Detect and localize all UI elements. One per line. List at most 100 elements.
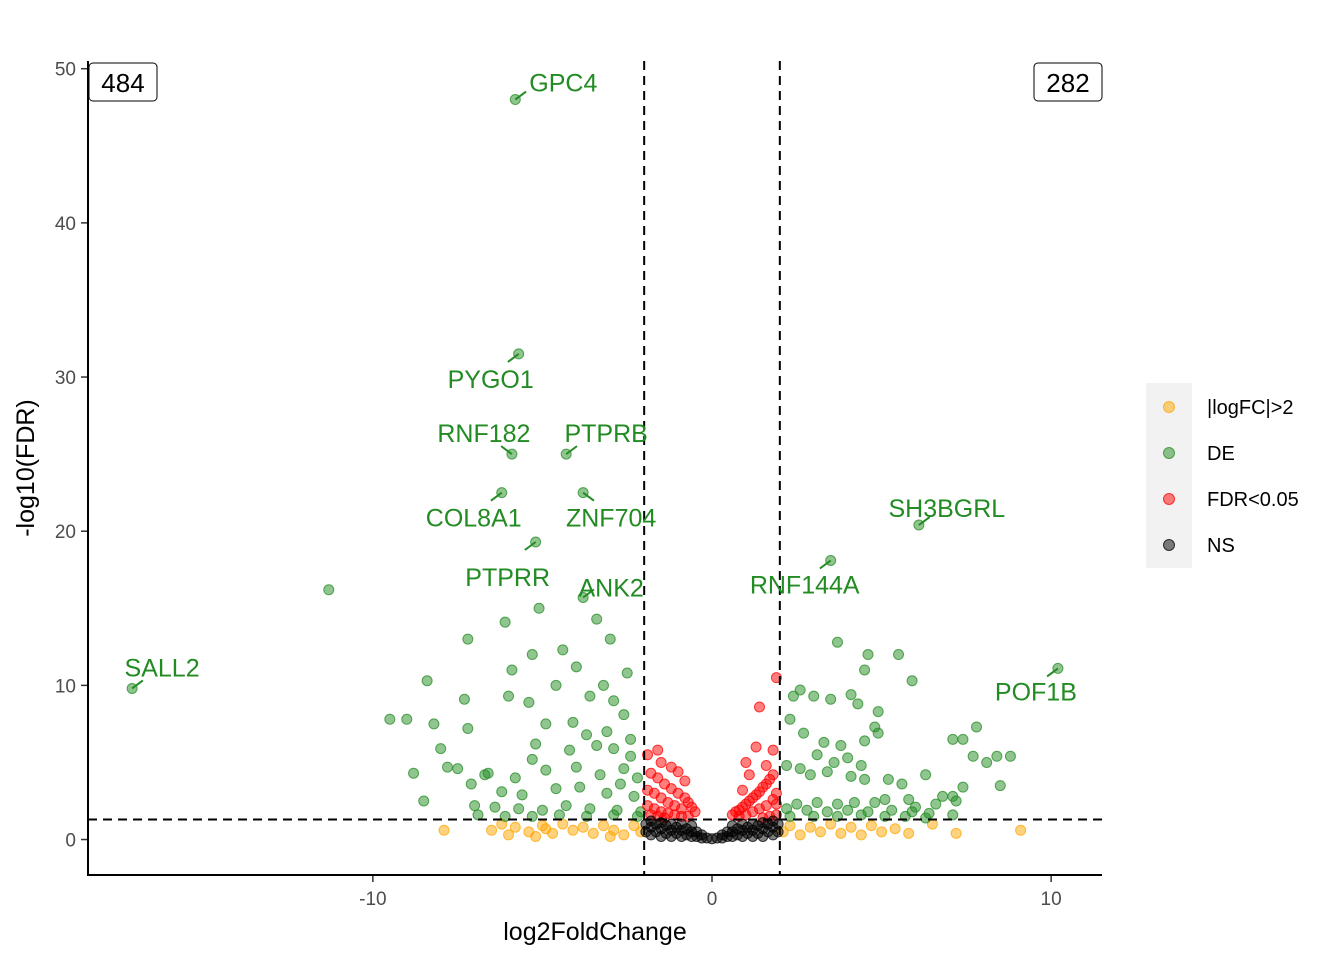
data-point [906, 675, 918, 687]
data-point [862, 649, 874, 661]
data-point [516, 789, 528, 801]
data-point [652, 744, 664, 756]
x-axis-ticks: -10 0 10 [359, 876, 1062, 910]
threshold-lines [88, 61, 1102, 875]
legend-key [1163, 401, 1175, 413]
data-point [486, 824, 498, 836]
data-point [825, 693, 837, 705]
data-point [882, 773, 894, 785]
data-point [879, 793, 891, 805]
x-tick-label: -10 [359, 889, 386, 910]
data-point [781, 760, 793, 772]
gene-label: POF1B [995, 678, 1077, 706]
data-point [587, 827, 599, 839]
data-point [591, 740, 603, 751]
data-point [323, 584, 335, 596]
gene-labels-layer: GPC4 PYGO1 RNF182 PTPRB COL8A1 ZNF704 PTPRR ANK… [125, 70, 1077, 707]
data-point [764, 773, 776, 785]
data-point [845, 689, 857, 701]
data-point [509, 821, 521, 833]
data-point [513, 803, 525, 815]
data-point [540, 823, 552, 835]
data-point [865, 820, 877, 832]
data-point [530, 738, 542, 750]
count-up-box: 282 [1033, 62, 1103, 102]
data-point [981, 756, 993, 768]
data-point [903, 793, 915, 805]
x-tick-label: 0 [707, 889, 718, 910]
legend-label: |logFC|>2 [1207, 397, 1294, 419]
data-points-layer [126, 94, 1064, 845]
data-point [441, 761, 453, 773]
data-point [614, 778, 626, 790]
data-point [401, 713, 413, 725]
data-point [845, 821, 857, 833]
data-point [503, 829, 515, 841]
data-point [523, 696, 535, 708]
data-point [994, 780, 1006, 792]
gene-label-connector [514, 90, 527, 101]
data-point [801, 804, 813, 816]
gene-label: SH3BGRL [889, 495, 1006, 523]
data-point [821, 806, 833, 818]
x-axis-title: log2FoldChange [503, 918, 686, 946]
data-point [540, 764, 552, 776]
data-point [536, 804, 548, 816]
data-point [621, 667, 633, 679]
data-point [631, 772, 643, 784]
data-point [526, 649, 538, 661]
data-point [743, 769, 755, 781]
data-point [608, 743, 620, 755]
data-point [872, 727, 884, 739]
data-point [618, 829, 630, 841]
data-point [418, 795, 430, 807]
gene-label-connector [565, 445, 578, 455]
data-point [567, 824, 579, 836]
data-point [794, 829, 806, 841]
gene-label: PTPRR [465, 564, 550, 592]
data-point [859, 773, 871, 785]
data-point [811, 749, 823, 761]
data-point [1015, 824, 1027, 836]
data-point [957, 733, 969, 745]
data-point [465, 778, 477, 790]
gene-label-connector [131, 679, 144, 690]
data-point [855, 829, 867, 841]
gene-label-connector [918, 516, 931, 526]
gene-label-connector [582, 491, 595, 502]
legend-key [1163, 539, 1175, 551]
legend-label: NS [1207, 535, 1235, 557]
data-point [787, 690, 799, 702]
data-point [767, 793, 779, 805]
data-point [679, 775, 691, 787]
data-point [625, 733, 637, 745]
data-point [553, 809, 565, 821]
gene-label-connector [490, 491, 503, 502]
y-tick-label: 10 [55, 676, 76, 697]
data-point [557, 644, 569, 656]
data-point [530, 830, 542, 842]
legend-label: FDR<0.05 [1207, 489, 1299, 511]
data-point [842, 752, 854, 764]
legend-key [1163, 447, 1175, 459]
data-point [947, 733, 959, 745]
data-point [557, 818, 569, 830]
data-point [740, 756, 752, 768]
data-point [452, 763, 464, 775]
data-point [462, 723, 474, 735]
data-point [526, 753, 538, 765]
legend-key-background [1146, 383, 1192, 568]
data-point [794, 684, 806, 696]
data-point [835, 827, 847, 839]
data-point [896, 778, 908, 790]
data-point [831, 798, 843, 810]
data-point [760, 760, 772, 772]
data-point [872, 706, 884, 718]
data-point [604, 633, 616, 645]
gene-label: GPC4 [529, 70, 597, 98]
legend: |logFC|>2 DE FDR<0.05 NS [1146, 383, 1299, 568]
data-point [618, 763, 630, 775]
data-point [828, 756, 840, 768]
data-point [772, 818, 784, 830]
data-point [550, 783, 562, 795]
